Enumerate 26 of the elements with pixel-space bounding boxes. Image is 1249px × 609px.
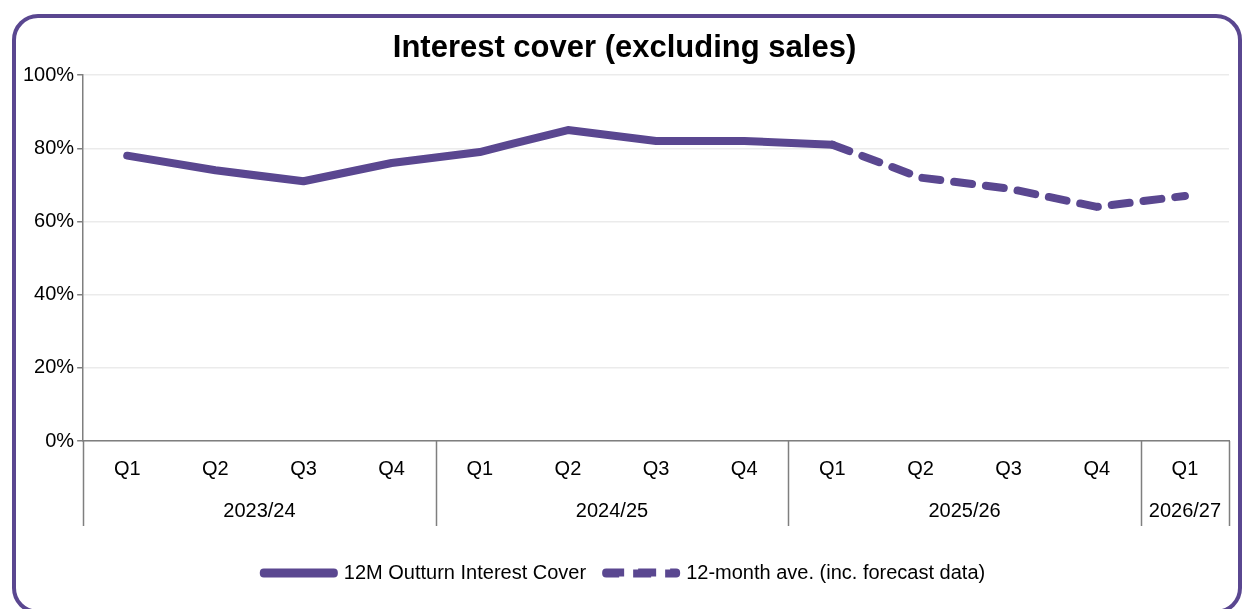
x-tick-label: Q1 — [819, 456, 846, 479]
x-tick-label: Q4 — [378, 456, 405, 479]
y-tick-label: 60% — [34, 209, 75, 232]
legend-label: 12M Outturn Interest Cover — [343, 560, 587, 583]
x-tick-label: Q3 — [642, 456, 670, 479]
x-tick-label: Q1 — [466, 456, 494, 479]
x-tick-label: Q4 — [730, 456, 758, 479]
legend-label: 12-month ave. (inc. forecast data) — [686, 560, 986, 583]
text: 2026/27 — [1148, 498, 1222, 521]
x-tick-label: Q3 — [995, 456, 1022, 479]
y-tick-label: 0% — [45, 428, 75, 451]
y-tick-label: 100% — [23, 62, 75, 85]
y-tick-label: 40% — [34, 282, 75, 305]
y-tick-label: 20% — [34, 355, 75, 378]
text: 2025/26 — [928, 498, 1001, 521]
x-tick-label: Q2 — [202, 456, 229, 479]
y-tick-label: 80% — [34, 135, 75, 158]
x-tick-label: Q3 — [290, 456, 317, 479]
chart-title: Interest cover (excluding sales) — [392, 29, 857, 65]
x-tick-label: Q2 — [554, 456, 582, 479]
x-tick-label: Q1 — [1171, 456, 1199, 479]
x-tick-label: Q4 — [1083, 456, 1111, 479]
text: 2023/24 — [223, 498, 296, 521]
x-tick-label: Q1 — [113, 456, 141, 479]
text: 2024/25 — [575, 498, 649, 521]
x-tick-label: Q2 — [907, 456, 934, 479]
